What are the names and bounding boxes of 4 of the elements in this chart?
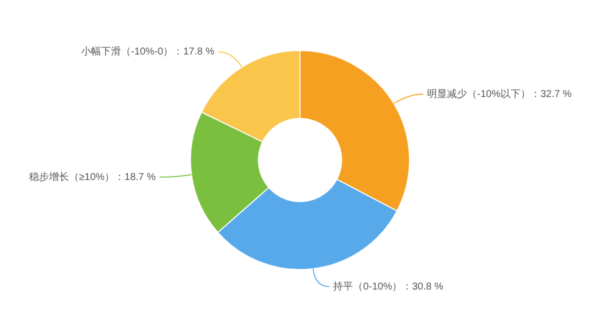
slice-label: 稳步增长（≥10%）：18.7 % [29, 170, 156, 183]
slice-label: 明显减少（-10%以下）：32.7 % [427, 88, 572, 100]
slice-label: 持平（0-10%）：30.8 % [333, 280, 444, 292]
slice-label: 小幅下滑（-10%-0）：17.8 % [80, 46, 214, 58]
